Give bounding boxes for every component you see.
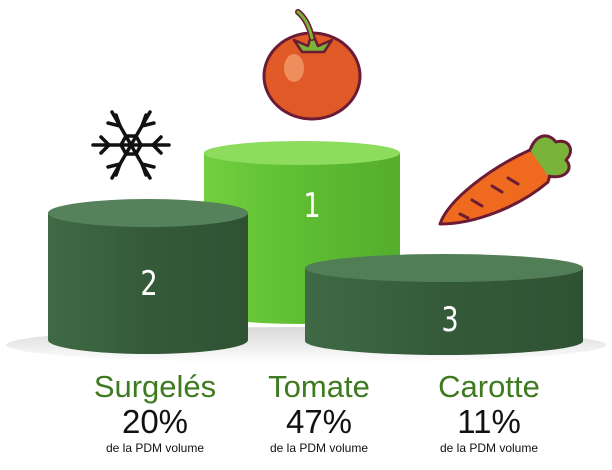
category-subtitle: de la PDM volume [105,441,205,455]
rank-first: 1 [303,186,321,226]
carrot-icon [438,134,572,226]
podium-second [48,199,248,354]
rank-second: 2 [140,264,158,304]
category-subtitle: de la PDM volume [269,441,369,455]
snowflake-icon [91,110,171,180]
category-percent: 11% [457,403,521,440]
rank-third: 3 [441,300,459,340]
category-name: Carotte [438,369,540,404]
category-percent: 47% [285,403,353,440]
label-first: Tomate 47% de la PDM volume [219,370,419,456]
label-second: Surgelés 20% de la PDM volume [55,370,255,456]
label-third: Carotte 11% de la PDM volume [389,370,589,456]
category-percent: 20% [121,403,189,440]
category-subtitle: de la PDM volume [439,441,539,455]
tomato-icon [262,9,362,121]
category-name: Surgelés [93,369,217,404]
category-name: Tomate [268,369,370,404]
podium-third [305,254,583,355]
